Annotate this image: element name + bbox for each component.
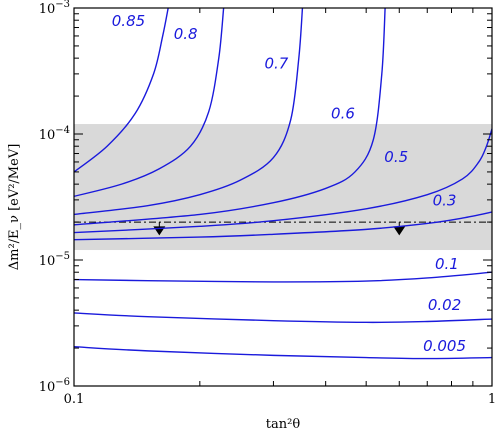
curve-label-0-7: 0.7 xyxy=(265,55,289,73)
series-line-0-3 xyxy=(74,211,492,241)
series-line-0-1 xyxy=(74,271,492,283)
curve-label-0-3: 0.3 xyxy=(433,192,457,210)
series-line-0-005 xyxy=(74,346,492,360)
plot-frame xyxy=(73,7,493,387)
curve-label-0-85: 0.85 xyxy=(112,12,145,30)
y-tick-label: 10−3 xyxy=(39,0,70,17)
y-axis-label: Δm²/E_ν [eV²/MeV] xyxy=(7,144,22,271)
series-line-0-5 xyxy=(74,128,492,234)
x-axis-label: tan²θ xyxy=(266,417,301,432)
x-tick-label: 1 xyxy=(488,392,496,407)
series-line-0-02 xyxy=(74,312,492,324)
y-tick-label: 10−4 xyxy=(39,125,70,143)
curve-label-0-8: 0.8 xyxy=(174,25,198,43)
series-line-0-6 xyxy=(74,8,386,226)
down-arrow-marker xyxy=(393,226,406,236)
series-line-0-7 xyxy=(74,8,304,216)
curve-label-0-5: 0.5 xyxy=(384,148,408,166)
curve-label-0-6: 0.6 xyxy=(331,104,355,122)
y-tick-label: 10−5 xyxy=(39,251,70,269)
y-tick-label: 10−6 xyxy=(39,377,70,395)
series-line-0-85 xyxy=(74,8,169,173)
x-tick-label: 0.1 xyxy=(64,392,85,407)
curve-label-0-02: 0.02 xyxy=(428,296,461,314)
curve-label-0-1: 0.1 xyxy=(435,255,459,273)
curve-label-0-005: 0.005 xyxy=(423,337,466,355)
series-line-0-8 xyxy=(74,8,225,198)
